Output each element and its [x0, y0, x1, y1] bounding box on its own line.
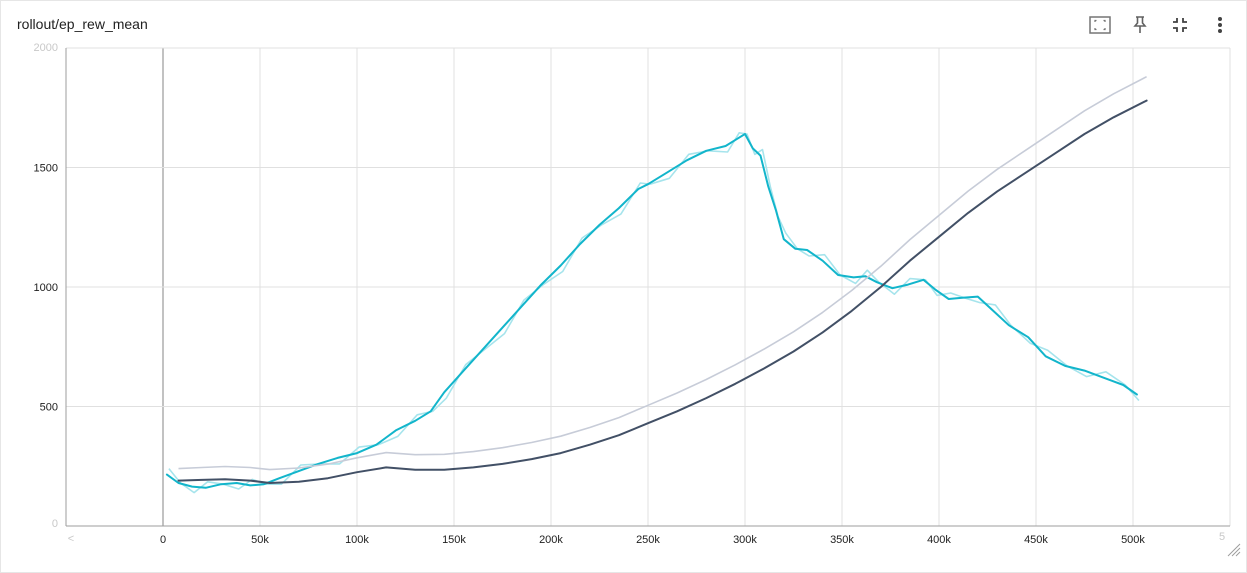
- x-tick-label: 150k: [442, 534, 466, 546]
- fit-domain-button[interactable]: [1084, 11, 1116, 39]
- chart-series: [165, 75, 1148, 494]
- resize-handle-icon: [1227, 543, 1241, 557]
- chart-title: rollout/ep_rew_mean: [17, 16, 148, 32]
- chart-toolbar: [1084, 11, 1236, 39]
- x-tick-label: 100k: [345, 534, 369, 546]
- more-menu-button[interactable]: [1204, 11, 1236, 39]
- x-tick-label: 500k: [1121, 534, 1145, 546]
- x-tick-label: 400k: [927, 534, 951, 546]
- x-tick-label: 250k: [636, 534, 660, 546]
- x-tick-label: 300k: [733, 534, 757, 546]
- collapse-button[interactable]: [1164, 11, 1196, 39]
- y-tick-faint-bottom: 0: [52, 518, 58, 530]
- more-vert-icon: [1218, 17, 1222, 33]
- x-tick-label: 200k: [539, 534, 563, 546]
- chart-ticks: 0 50k 100k 150k 200k 250k 300k 350k 400k 450k 500k…: [34, 163, 1146, 547]
- y-tick-faint-top: 2000: [34, 42, 58, 54]
- chart-axes: [65, 48, 1230, 527]
- chart-grid: [66, 47, 1231, 526]
- fit-domain-icon: [1089, 16, 1111, 34]
- series-line-run_2: [177, 99, 1148, 484]
- x-tick-faint-left: <: [68, 533, 74, 545]
- collapse-icon: [1173, 18, 1187, 32]
- pin-button[interactable]: [1124, 11, 1156, 39]
- x-tick-label: 450k: [1024, 534, 1048, 546]
- y-tick-label: 1000: [34, 282, 58, 294]
- series-raw-line-run_1: [168, 132, 1140, 494]
- x-tick-faint-right: 5: [1219, 531, 1225, 543]
- y-tick-label: 500: [40, 402, 58, 414]
- y-tick-label: 1500: [34, 163, 58, 175]
- pin-icon: [1133, 16, 1147, 33]
- x-tick-label: 50k: [251, 534, 269, 546]
- x-tick-label: 0: [160, 534, 166, 546]
- series-line-run_1: [165, 133, 1138, 489]
- series-raw-line-run_2: [178, 75, 1147, 471]
- x-tick-label: 350k: [830, 534, 854, 546]
